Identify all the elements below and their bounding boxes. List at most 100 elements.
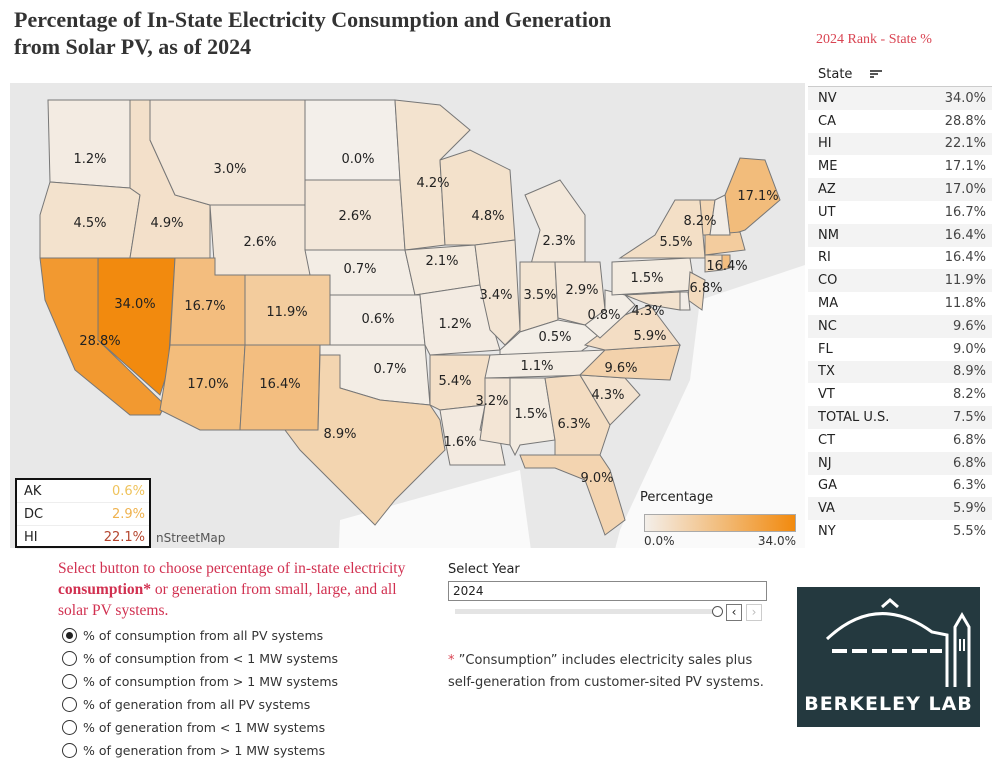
inset-row: AK 0.6%	[17, 480, 149, 503]
state-label-fl: 9.0%	[580, 471, 613, 486]
rank-title: 2024 Rank - State %	[816, 32, 932, 47]
table-row[interactable]: HI 22.1%	[808, 132, 992, 156]
rank-table[interactable]: State NV 34.0% CA 28.8% HI 22.1% ME 17.1% AZ 17.0…	[808, 62, 992, 543]
state-mi[interactable]	[524, 179, 586, 269]
state-label-ca: 28.8%	[79, 334, 120, 349]
consumption-footnote: * ”Consumption” includes electricity sal…	[448, 653, 764, 690]
table-row[interactable]: NJ 6.8%	[808, 451, 992, 475]
state-label-ne: 0.7%	[343, 262, 376, 277]
radio-button[interactable]	[62, 743, 77, 758]
row-state: AZ	[818, 182, 836, 198]
table-row[interactable]: NM 16.4%	[808, 223, 992, 247]
table-row[interactable]: VA 5.9%	[808, 497, 992, 521]
table-row[interactable]: MA 11.8%	[808, 292, 992, 315]
row-state: NY	[818, 524, 836, 540]
row-value: 8.2%	[952, 387, 986, 403]
state-nh[interactable]	[709, 194, 731, 236]
map-attribution[interactable]: nStreetMap	[156, 531, 226, 545]
radio-button[interactable]	[62, 697, 77, 712]
measure-option[interactable]: % of generation from > 1 MW systems	[62, 739, 338, 762]
state-ct[interactable]	[704, 254, 723, 273]
row-state: VT	[818, 387, 835, 403]
state-label-mo: 1.2%	[438, 317, 471, 332]
state-label-md: 4.3%	[631, 304, 664, 319]
choropleth-map[interactable]: 1.2% 4.5% 28.8% 34.0% 4.9% 3.0% 2.6% 16.7% 11.9%…	[10, 83, 805, 548]
measure-option[interactable]: % of consumption from > 1 MW systems	[62, 670, 338, 693]
radio-button[interactable]	[62, 651, 77, 666]
table-row[interactable]: GA 6.3%	[808, 475, 992, 498]
state-de[interactable]	[679, 291, 691, 311]
state-label-sc: 4.3%	[591, 388, 624, 403]
table-row[interactable]: RI 16.4%	[808, 247, 992, 270]
measure-option[interactable]: % of generation from < 1 MW systems	[62, 716, 338, 739]
legend-max: 34.0%	[757, 534, 796, 548]
state-label-wy: 2.6%	[243, 235, 276, 250]
state-label-co: 11.9%	[266, 305, 307, 320]
row-value: 9.0%	[952, 341, 986, 357]
legend-title: Percentage	[640, 490, 714, 505]
table-row[interactable]: VT 8.2%	[808, 383, 992, 406]
table-header[interactable]: State	[808, 62, 992, 87]
radio-button[interactable]	[62, 720, 77, 735]
radio-button[interactable]	[62, 674, 77, 689]
year-slider-handle[interactable]	[712, 606, 723, 617]
state-label-tn: 1.1%	[520, 359, 553, 374]
year-dropdown[interactable]: 2024	[448, 581, 767, 601]
state-wi[interactable]	[439, 149, 516, 246]
row-state: MA	[818, 296, 839, 312]
state-nj[interactable]	[687, 271, 706, 311]
option-label: % of generation from > 1 MW systems	[83, 743, 326, 758]
instructions: Select button to choose percentage of in…	[58, 560, 406, 619]
row-state: CT	[818, 432, 836, 448]
next-year-button[interactable]: ›	[746, 604, 762, 621]
state-wa[interactable]	[47, 99, 131, 189]
table-row[interactable]: ME 17.1%	[808, 155, 992, 178]
state-label-nd: 0.0%	[341, 152, 374, 167]
state-label-va: 5.9%	[633, 329, 666, 344]
table-row[interactable]: CO 11.9%	[808, 269, 992, 293]
table-row[interactable]: AZ 17.0%	[808, 178, 992, 201]
row-state: CA	[818, 113, 836, 129]
row-value: 16.4%	[944, 250, 986, 266]
row-value: 8.9%	[952, 364, 986, 380]
row-state: FL	[818, 341, 833, 357]
table-row[interactable]: TOTAL U.S. 7.5%	[808, 406, 992, 429]
state-mt[interactable]	[149, 99, 306, 206]
row-value: 11.9%	[944, 273, 986, 289]
state-ms[interactable]	[479, 377, 511, 446]
table-row[interactable]: NY 5.5%	[808, 520, 992, 543]
table-row[interactable]: CT 6.8%	[808, 429, 992, 452]
table-row[interactable]: TX 8.9%	[808, 360, 992, 384]
table-row[interactable]: CA 28.8%	[808, 110, 992, 133]
table-row[interactable]: NV 34.0%	[808, 87, 992, 110]
measure-option[interactable]: % of consumption from < 1 MW systems	[62, 647, 338, 670]
year-slider-track[interactable]	[455, 609, 715, 614]
measure-option[interactable]: % of generation from all PV systems	[62, 693, 338, 716]
state-tx[interactable]	[284, 354, 446, 526]
row-state: NM	[818, 227, 839, 243]
measure-radio-group[interactable]: % of consumption from all PV systems % of…	[62, 624, 338, 762]
row-state: CO	[818, 273, 838, 289]
state-fl[interactable]	[519, 454, 626, 536]
table-row[interactable]: UT 16.7%	[808, 201, 992, 224]
option-label: % of consumption from < 1 MW systems	[83, 651, 339, 666]
map-svg[interactable]: 1.2% 4.5% 28.8% 34.0% 4.9% 3.0% 2.6% 16.7% 11.9%…	[10, 83, 805, 548]
table-row[interactable]: NC 9.6%	[808, 314, 992, 338]
state-label-nm: 16.4%	[259, 377, 300, 392]
state-label-ny: 5.5%	[659, 235, 692, 250]
sort-icon[interactable]	[870, 69, 883, 79]
state-label-ky: 0.5%	[538, 330, 571, 345]
year-label: Select Year	[448, 562, 520, 577]
radio-button[interactable]	[62, 628, 77, 643]
inset-value: 0.6%	[111, 483, 145, 499]
state-label-mn: 4.2%	[416, 176, 449, 191]
state-label-mi: 2.3%	[542, 234, 575, 249]
row-state: RI	[818, 250, 831, 266]
state-nd[interactable]	[304, 99, 401, 181]
measure-option[interactable]: % of consumption from all PV systems	[62, 624, 338, 647]
row-value: 16.4%	[944, 227, 986, 243]
table-row[interactable]: FL 9.0%	[808, 338, 992, 361]
prev-year-button[interactable]: ‹	[726, 604, 742, 621]
state-label-wv: 0.8%	[587, 308, 620, 323]
row-state: TX	[818, 364, 835, 380]
